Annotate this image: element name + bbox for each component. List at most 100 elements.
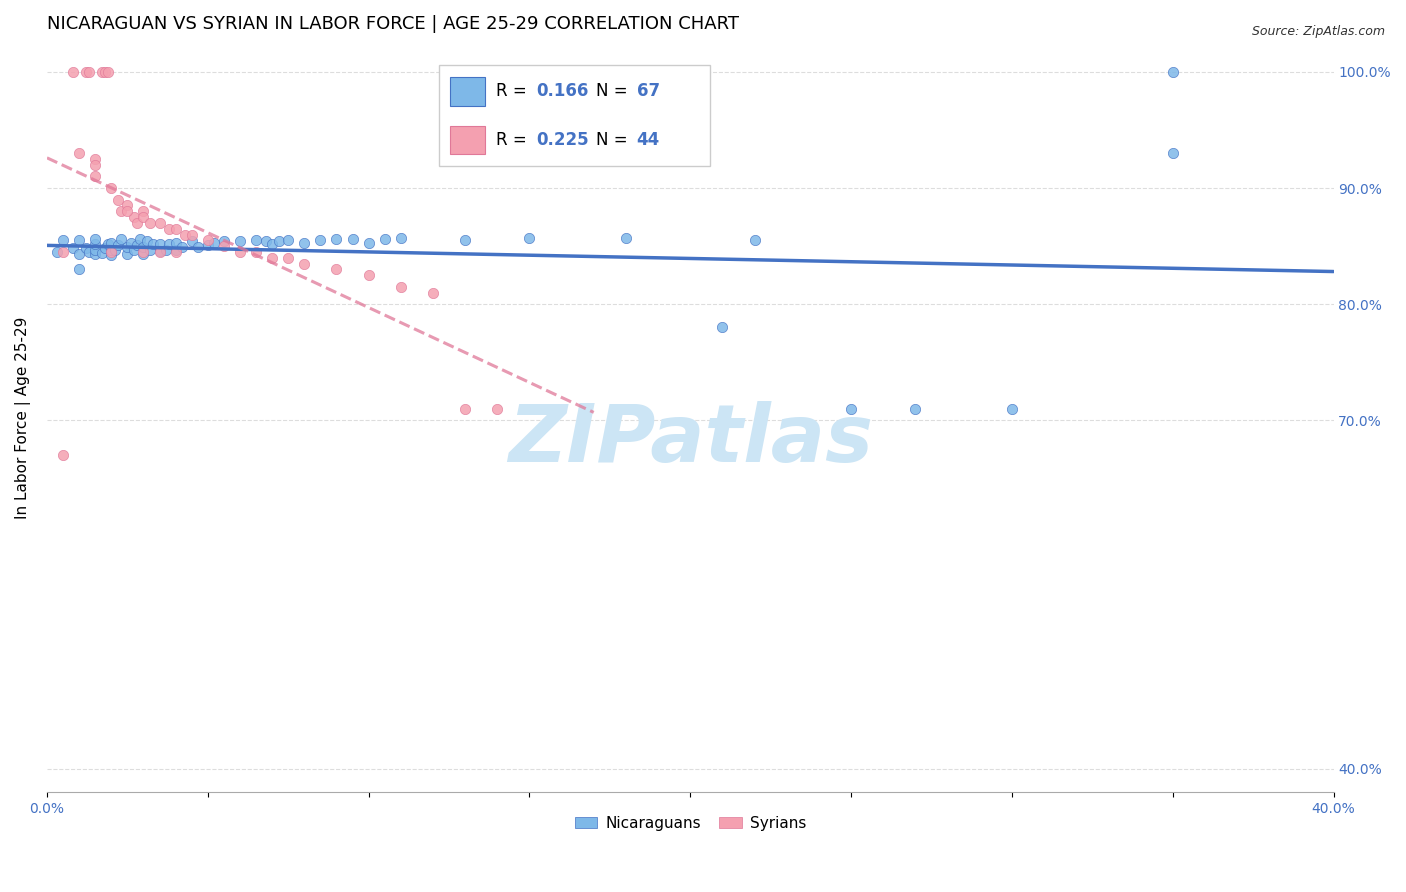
Point xyxy=(94,242,117,256)
Text: NICARAGUAN VS SYRIAN IN LABOR FORCE | AGE 25-29 CORRELATION CHART: NICARAGUAN VS SYRIAN IN LABOR FORCE | AG… xyxy=(46,15,740,33)
Point xyxy=(389,231,412,245)
Point xyxy=(254,235,277,249)
Point xyxy=(122,243,145,257)
Point xyxy=(180,227,202,242)
Point xyxy=(132,204,155,219)
Point xyxy=(744,233,766,247)
Point xyxy=(84,247,107,261)
Point xyxy=(202,235,225,250)
Point xyxy=(357,235,380,250)
Point xyxy=(197,233,219,247)
Point xyxy=(139,243,162,257)
Point xyxy=(132,240,155,254)
Point xyxy=(110,204,132,219)
Point xyxy=(100,181,122,195)
Point xyxy=(100,243,122,257)
Point xyxy=(170,240,193,254)
Point xyxy=(180,235,202,249)
Point xyxy=(97,236,120,251)
Point xyxy=(325,262,347,277)
Point xyxy=(117,204,139,219)
Point xyxy=(1161,65,1184,79)
Point xyxy=(62,242,84,256)
Point xyxy=(454,233,477,247)
Point xyxy=(165,235,187,250)
Point xyxy=(110,232,132,246)
Point xyxy=(157,236,180,251)
Point xyxy=(267,235,290,249)
Point xyxy=(357,268,380,282)
Point xyxy=(132,247,155,261)
Point xyxy=(84,236,107,251)
Point xyxy=(148,244,170,258)
Point xyxy=(262,251,284,265)
Point xyxy=(75,65,97,79)
Point xyxy=(486,401,509,416)
Point xyxy=(125,238,148,252)
Point xyxy=(139,216,162,230)
Point xyxy=(148,236,170,251)
Point xyxy=(103,243,125,257)
Point xyxy=(165,243,187,257)
Point xyxy=(117,198,139,212)
Point xyxy=(422,285,444,300)
Point xyxy=(77,244,100,259)
Text: Source: ZipAtlas.com: Source: ZipAtlas.com xyxy=(1251,25,1385,38)
Point xyxy=(229,235,252,249)
Point xyxy=(77,65,100,79)
Point xyxy=(67,233,90,247)
Point xyxy=(212,235,235,249)
Point xyxy=(132,244,155,259)
Point xyxy=(142,236,165,251)
Point xyxy=(62,65,84,79)
Point xyxy=(117,240,139,254)
Point xyxy=(122,210,145,224)
Point xyxy=(454,401,477,416)
Point xyxy=(262,236,284,251)
Point xyxy=(100,235,122,250)
Point xyxy=(132,210,155,224)
Point xyxy=(165,221,187,235)
Point xyxy=(1001,401,1024,416)
Text: ZIPatlas: ZIPatlas xyxy=(508,401,873,479)
Point xyxy=(84,243,107,257)
Point xyxy=(107,238,129,252)
Point xyxy=(67,247,90,261)
Point xyxy=(389,279,412,293)
Point xyxy=(155,243,177,257)
Point xyxy=(148,244,170,259)
Point xyxy=(197,238,219,252)
Point xyxy=(277,251,299,265)
Point xyxy=(117,247,139,261)
Point xyxy=(107,193,129,207)
Point xyxy=(839,401,862,416)
Point xyxy=(125,216,148,230)
Point xyxy=(97,65,120,79)
Point xyxy=(245,244,267,259)
Point xyxy=(52,233,75,247)
Point xyxy=(519,231,541,245)
Point xyxy=(52,244,75,259)
Point xyxy=(277,233,299,247)
Point xyxy=(614,231,637,245)
Point xyxy=(67,262,90,277)
Point xyxy=(292,235,315,250)
Point xyxy=(67,146,90,161)
Point xyxy=(374,232,396,246)
Point xyxy=(84,169,107,184)
Point xyxy=(129,232,152,246)
Point xyxy=(174,227,197,242)
Point xyxy=(342,232,364,246)
Y-axis label: In Labor Force | Age 25-29: In Labor Force | Age 25-29 xyxy=(15,317,31,518)
Point xyxy=(165,244,187,259)
Point xyxy=(212,239,235,253)
Point xyxy=(157,221,180,235)
Point xyxy=(100,244,122,259)
Point xyxy=(711,320,734,334)
Point xyxy=(187,240,209,254)
Point xyxy=(75,242,97,256)
Point xyxy=(90,246,112,260)
Point xyxy=(90,65,112,79)
Point xyxy=(45,244,67,259)
Legend: Nicaraguans, Syrians: Nicaraguans, Syrians xyxy=(568,810,813,837)
